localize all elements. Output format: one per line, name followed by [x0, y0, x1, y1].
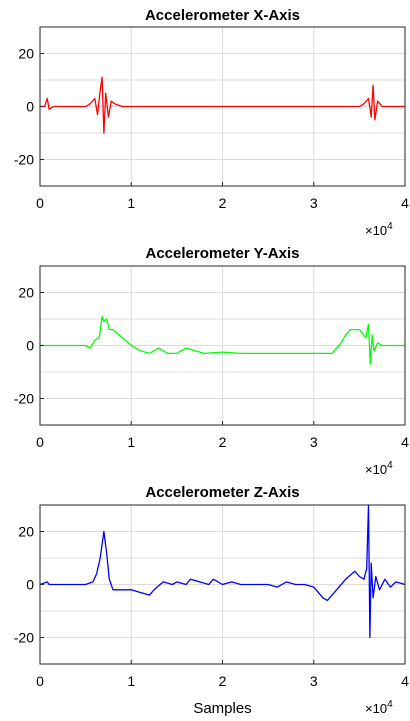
subplot-y-axis: Accelerometer Y-Axis 0 1 2 3 4 20 0 -20 ×104 [14, 245, 409, 477]
x-tick-label: 2 [219, 195, 227, 211]
series-line [40, 76, 405, 134]
x-tick-label: 1 [127, 434, 135, 450]
y-tick-label: 20 [18, 524, 34, 540]
x-tick-label: 2 [219, 434, 227, 450]
x-tick-label: 1 [127, 195, 135, 211]
y-tick-label: -20 [14, 152, 34, 168]
chart-title: Accelerometer Z-Axis [145, 484, 299, 501]
x-tick-label: 1 [127, 673, 135, 689]
x-tick-label: 3 [310, 195, 318, 211]
series-line [39, 504, 406, 639]
x-tick-label: 0 [36, 195, 44, 211]
x-tick-label: 3 [310, 434, 318, 450]
y-tick-label: -20 [14, 391, 34, 407]
x-tick-label: 4 [401, 434, 409, 450]
x-tick-label: 3 [310, 673, 318, 689]
x-axis-multiplier: ×104 [365, 460, 393, 477]
chart-title: Accelerometer X-Axis [145, 7, 300, 24]
y-tick-label: 0 [26, 577, 34, 593]
y-tick-label: 20 [18, 46, 34, 62]
y-tick-label: 20 [18, 285, 34, 301]
series-line [40, 315, 405, 365]
subplot-x-axis: Accelerometer X-Axis 0 1 2 3 4 20 0 -20 ×104 [14, 7, 409, 238]
x-tick-label: 0 [36, 673, 44, 689]
chart-title: Accelerometer Y-Axis [146, 245, 300, 262]
x-tick-label: 2 [219, 673, 227, 689]
y-tick-label: 0 [26, 338, 34, 354]
subplot-z-axis: Accelerometer Z-Axis 0 1 2 3 4 20 0 -20 Samples… [14, 484, 409, 717]
x-tick-label: 4 [401, 195, 409, 211]
x-axis-multiplier: ×104 [365, 699, 393, 716]
x-axis-label: Samples [193, 700, 251, 717]
x-tick-label: 4 [401, 673, 409, 689]
y-tick-label: -20 [14, 630, 34, 646]
y-tick-label: 0 [26, 99, 34, 115]
x-tick-label: 0 [36, 434, 44, 450]
x-axis-multiplier: ×104 [365, 221, 393, 238]
